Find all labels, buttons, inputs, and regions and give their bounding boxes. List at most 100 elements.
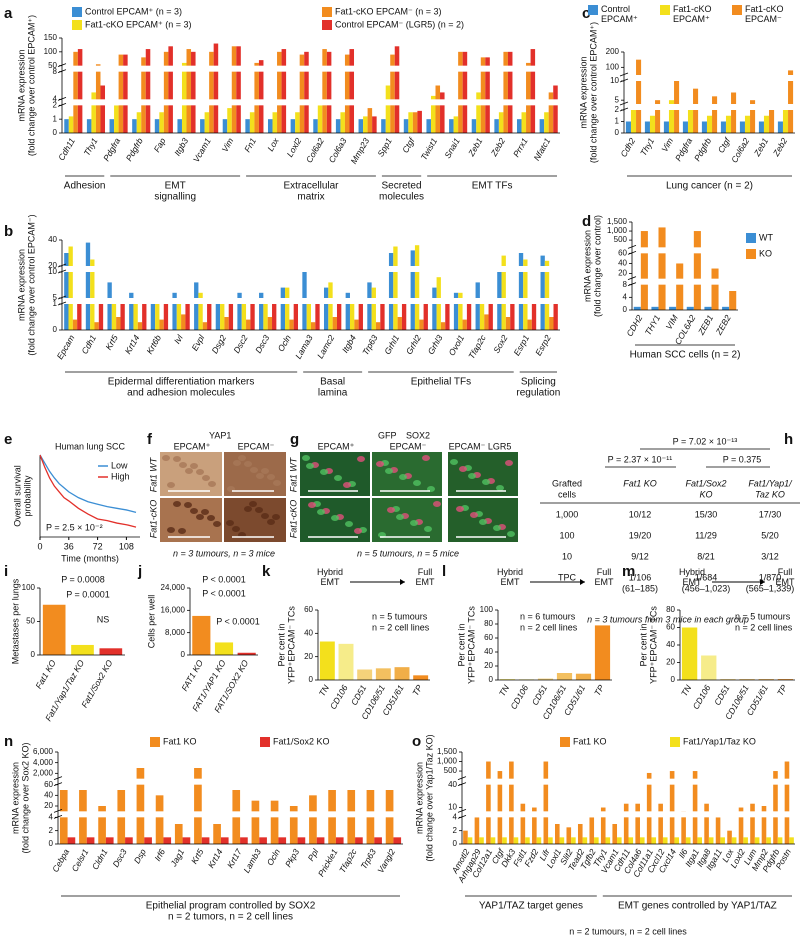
bar — [237, 292, 242, 330]
bar — [555, 824, 560, 844]
panel-letter: i — [4, 563, 8, 580]
bar — [200, 119, 205, 133]
axis-break — [63, 266, 561, 272]
x-tick-label: Krt5 — [103, 333, 120, 352]
bar — [118, 54, 124, 133]
bar — [163, 51, 169, 134]
nucleus — [185, 468, 193, 474]
bar — [720, 837, 725, 844]
nucleus — [202, 475, 210, 481]
bar — [381, 119, 386, 133]
nucleus — [261, 513, 269, 519]
legend-swatch — [746, 233, 756, 243]
bar — [556, 673, 573, 680]
bar — [485, 57, 490, 133]
x-tick-label: Vangl2 — [375, 847, 397, 875]
y-tick-label: 0 — [615, 128, 620, 137]
bar — [99, 648, 123, 655]
bar — [503, 51, 508, 134]
annotation: NS — [97, 614, 110, 624]
bar — [651, 306, 659, 310]
panel-letter: f — [147, 431, 153, 448]
nucleus — [424, 526, 432, 532]
bar — [293, 304, 299, 330]
annotation: Full EMT — [776, 567, 796, 587]
bar — [71, 644, 94, 655]
row-label: Fat1 WT — [148, 456, 158, 492]
bar — [114, 105, 119, 133]
bar — [236, 46, 241, 133]
bar — [549, 317, 554, 330]
bar — [681, 627, 698, 680]
column-label: EPCAM⁻ LGR5 — [449, 441, 512, 451]
x-tick-label: Fat1 KO — [33, 658, 58, 691]
bar — [526, 62, 531, 133]
survival-curve — [39, 454, 137, 528]
group-label: EMT TFs — [472, 181, 513, 192]
bar — [769, 104, 775, 133]
x-tick-label: Ctgf — [400, 135, 417, 155]
bar — [64, 253, 69, 330]
y-tick-label: 80 — [666, 605, 675, 614]
bar — [371, 287, 376, 330]
y-axis-label: mRNA expression — [10, 762, 20, 834]
bar — [306, 298, 311, 330]
y-tick-label: 6,000 — [33, 747, 54, 756]
caption: n = 5 tumours, n = 5 mice — [357, 548, 459, 558]
annotation: P < 0.0001 — [216, 616, 260, 626]
bar — [272, 304, 277, 330]
bar — [754, 837, 760, 844]
y-axis-label: Per cent in — [276, 623, 286, 666]
x-tick-label: Ocln — [276, 333, 294, 353]
nucleus — [167, 482, 175, 488]
x-tick-label: Trp63 — [358, 847, 378, 871]
legend-swatch — [150, 737, 160, 747]
text-line: Fat1-cKO — [673, 4, 712, 14]
annotation: n = 2 tumours, n = 2 cell lines — [569, 926, 687, 936]
group-label: matrix — [297, 192, 324, 203]
axis-break — [633, 247, 739, 254]
bar — [372, 116, 377, 133]
group-label: Epithelial TFs — [411, 377, 471, 388]
bar — [553, 304, 558, 330]
x-tick-label: Vcam1 — [191, 136, 213, 164]
bar — [594, 625, 611, 680]
bar — [413, 675, 429, 680]
y-tick-label: 50 — [26, 617, 35, 626]
x-tick-label: Vim — [220, 136, 236, 154]
bar — [297, 837, 306, 844]
group-label: molecules — [379, 192, 424, 203]
legend-label: KO — [759, 248, 772, 258]
y-tick-label: 1 — [615, 117, 620, 126]
legend-label: Control EPCAM⁺ (n = 3) — [85, 6, 182, 16]
bar — [213, 824, 221, 844]
panel-letter: h — [784, 431, 793, 448]
bar — [357, 669, 373, 680]
x-tick-label: Pdgfrb — [692, 136, 713, 163]
bar — [471, 119, 477, 133]
bar — [367, 282, 372, 330]
bar — [766, 837, 771, 844]
axis-break-mark — [57, 96, 67, 107]
bar — [669, 306, 677, 310]
x-tick-label: Prrx1 — [511, 136, 530, 159]
column-label: EPCAM⁻ — [238, 441, 275, 451]
bar — [649, 115, 656, 133]
bar — [344, 54, 350, 133]
y-tick-label: 1 — [53, 299, 58, 308]
text-line: EMT — [595, 577, 615, 587]
bar — [697, 837, 702, 844]
nucleus — [376, 461, 384, 467]
annotation: Full EMT — [595, 567, 615, 587]
bar — [109, 119, 115, 133]
nucleus — [385, 468, 393, 474]
x-tick-label: Cebpa — [50, 847, 71, 874]
y-axis-label: (fold change over control) — [592, 215, 602, 317]
x-tick-label: Cdh2 — [618, 136, 637, 159]
nucleus — [399, 474, 407, 480]
x-tick-label: TP — [410, 683, 424, 698]
axis-break-mark — [457, 776, 467, 787]
group-label: Lung cancer (n = 2) — [666, 181, 753, 192]
row-label: Fat1-cKO — [148, 500, 158, 539]
bar — [466, 304, 472, 330]
